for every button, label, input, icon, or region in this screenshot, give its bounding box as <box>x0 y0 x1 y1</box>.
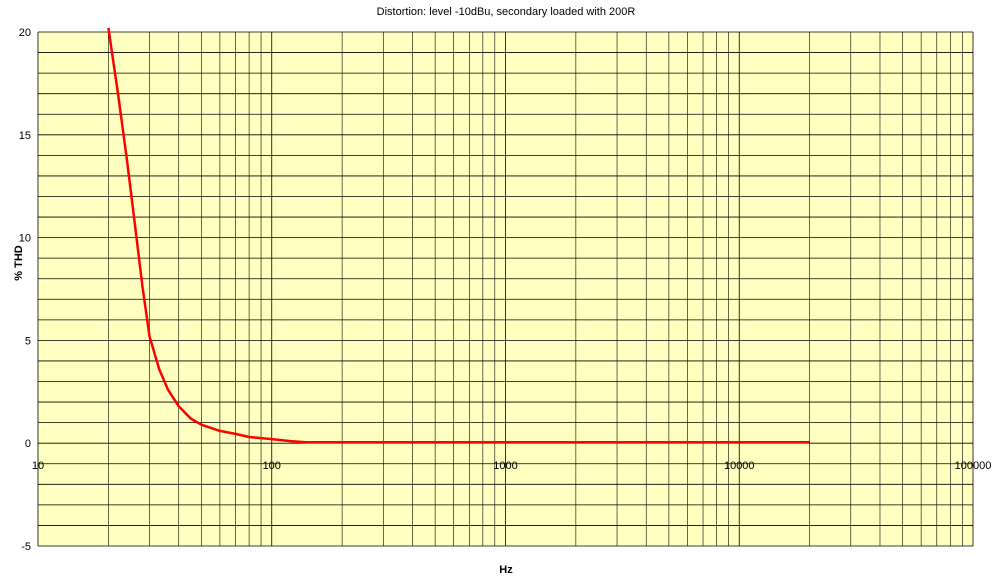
grid <box>37 31 974 547</box>
x-tick-label: 1000 <box>493 460 517 472</box>
thd-series-line <box>107 27 810 444</box>
y-tick-label: 0 <box>25 438 31 450</box>
x-tick-label: 100000 <box>955 460 992 472</box>
x-axis-label: Hz <box>499 564 513 576</box>
series-group <box>107 27 810 444</box>
y-tick-label: 20 <box>19 27 31 39</box>
y-axis-ticks: -5 0 5 10 15 20 <box>19 27 31 553</box>
y-tick-label: 10 <box>19 233 31 245</box>
y-tick-label: -5 <box>21 541 31 553</box>
y-tick-label: 15 <box>19 130 31 142</box>
y-tick-label: 5 <box>25 335 31 347</box>
x-tick-label: 10000 <box>724 460 755 472</box>
chart-title: Distortion: level -10dBu, secondary load… <box>377 6 636 18</box>
x-tick-label: 10 <box>32 460 44 472</box>
x-tick-label: 100 <box>263 460 281 472</box>
x-axis-ticks: 10 100 1000 10000 100000 <box>32 460 991 472</box>
y-axis-label: % THD <box>13 245 25 281</box>
